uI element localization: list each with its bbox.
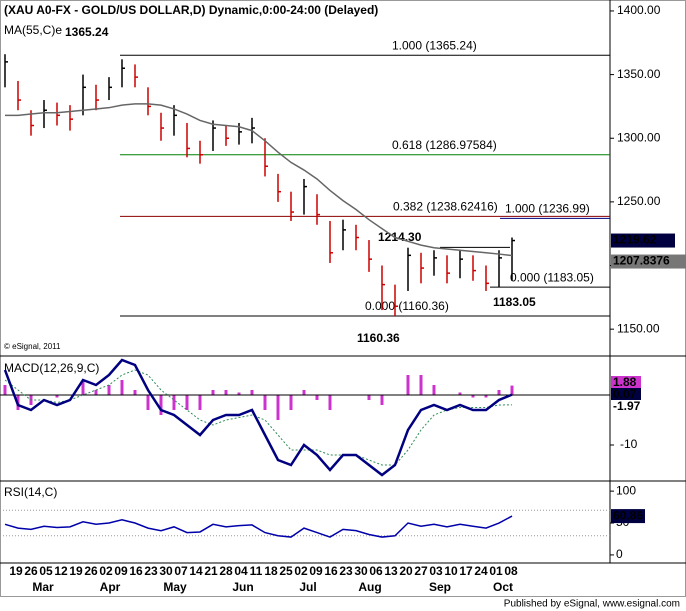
x-tick-label: 16 — [129, 564, 143, 578]
x-tick-label: 23 — [144, 564, 158, 578]
copyright: © eSignal, 2011 — [4, 342, 61, 351]
month-label: Jun — [232, 580, 253, 594]
fib-label: 0.000 (1183.05) — [510, 270, 594, 284]
value-tag: -1.97 — [613, 399, 641, 413]
x-tick-label: 04 — [234, 564, 248, 578]
x-tick-label: 25 — [279, 564, 293, 578]
x-tick-label: 16 — [324, 564, 338, 578]
x-tick-label: 21 — [204, 564, 218, 578]
x-tick-label: 03 — [429, 564, 443, 578]
value-tag: 1.88 — [613, 375, 637, 389]
value-tag: 1207.8376 — [613, 254, 670, 268]
frame — [0, 0, 686, 597]
fib-label: 1.000 (1365.24) — [392, 38, 477, 52]
fib-label: 0.000 (1160.36) — [365, 299, 449, 313]
month-label: Sep — [429, 580, 451, 594]
y-tick-label: -10 — [620, 437, 638, 451]
macd-line — [3, 358, 513, 477]
panel-title: RSI(14,C) — [4, 485, 57, 499]
value-tag-box — [611, 388, 641, 402]
x-tick-label: 24 — [474, 564, 488, 578]
x-tick-label: 19 — [69, 564, 83, 578]
x-tick-label: 12 — [54, 564, 68, 578]
x-tick-label: 09 — [114, 564, 128, 578]
legend-entry: MA(55,C)e — [4, 23, 62, 37]
x-tick-label: 07 — [174, 564, 188, 578]
chart-title: (XAU A0-FX - GOLD/US DOLLAR,D) Dynamic,0… — [4, 3, 378, 17]
x-tick-label: 30 — [159, 564, 173, 578]
annotation: 1160.36 — [357, 331, 400, 345]
month-label: Mar — [32, 580, 54, 594]
x-tick-label: 14 — [189, 564, 203, 578]
x-tick-label: 30 — [354, 564, 368, 578]
x-tick-label: 23 — [339, 564, 353, 578]
month-label: May — [163, 580, 187, 594]
value-tag-box — [611, 376, 641, 390]
value-tag-box — [611, 400, 645, 414]
value-tag-box — [611, 233, 675, 248]
x-tick-label: 08 — [504, 564, 518, 578]
x-tick-label: 26 — [24, 564, 38, 578]
value-tag: 0.07 — [613, 387, 637, 401]
x-tick-label: 17 — [459, 564, 473, 578]
x-tick-label: 26 — [84, 564, 98, 578]
x-tick-label: 27 — [414, 564, 428, 578]
x-tick-label: 06 — [369, 564, 383, 578]
rsi-line — [4, 515, 513, 538]
x-tick-label: 13 — [384, 564, 398, 578]
y-tick-label: 1300.00 — [617, 130, 661, 144]
y-tick-label: 1150.00 — [617, 321, 660, 335]
month-label: Aug — [358, 580, 381, 594]
footer: Published by eSignal, www.esignal.com — [504, 599, 680, 610]
x-tick-label: 28 — [219, 564, 233, 578]
x-tick-label: 01 — [489, 564, 503, 578]
y-tick-label: 1250.00 — [617, 194, 661, 208]
month-label: Oct — [493, 580, 513, 594]
x-tick-label: 09 — [309, 564, 323, 578]
value-tag: 1219.62 — [613, 233, 657, 247]
value-tag: 60.86 — [613, 508, 643, 522]
fib-label: 0.618 (1286.97584) — [392, 138, 497, 152]
annotation: 1183.05 — [493, 295, 536, 309]
y-tick-label: 100 — [616, 483, 636, 497]
value-tag-box — [611, 254, 686, 269]
x-tick-label: 02 — [99, 564, 113, 578]
value-tag-box — [611, 509, 645, 524]
fib-label: 1.000 (1236.99) — [505, 202, 590, 216]
x-tick-label: 05 — [39, 564, 53, 578]
x-tick-label: 11 — [250, 564, 263, 578]
y-tick-label: 0 — [616, 547, 623, 561]
x-tick-label: 20 — [399, 564, 413, 578]
x-tick-label: 10 — [444, 564, 458, 578]
annotation: 1214.30 — [378, 230, 422, 244]
x-tick-label: 19 — [9, 564, 23, 578]
x-tick-label: 02 — [294, 564, 308, 578]
x-tick-label: 18 — [264, 564, 278, 578]
panel-title: MACD(12,26,9,C) — [4, 361, 99, 375]
annotation: 1365.24 — [65, 25, 109, 39]
fib-label: 0.382 (1238.62416) — [393, 200, 498, 214]
month-label: Jul — [299, 580, 316, 594]
month-label: Apr — [100, 580, 121, 594]
moving-average — [5, 103, 513, 257]
y-tick-label: 1350.00 — [617, 67, 661, 81]
signal-line — [4, 369, 513, 466]
y-tick-label: 1400.00 — [617, 3, 661, 17]
